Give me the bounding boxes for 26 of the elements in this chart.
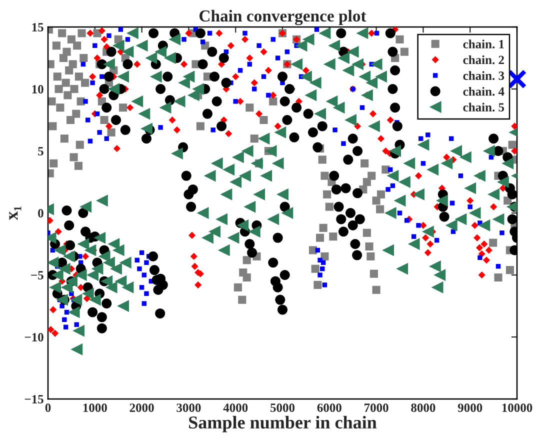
x-tick-label: 10000 [502, 404, 532, 412]
y-tick-label: 5 [38, 147, 44, 156]
legend-label: chain. 3 [463, 71, 504, 80]
y-tick-label: −10 [24, 333, 44, 342]
legend-label: chain. 1 [463, 40, 504, 48]
y-tick-label: 10 [32, 85, 44, 94]
x-tick-label: 9000 [458, 404, 482, 412]
x-tick-label: 7000 [364, 404, 388, 412]
x-tick-label: 5000 [270, 404, 295, 412]
x-tick-label: 6000 [317, 404, 342, 412]
chart-title: Chain convergence plot [200, 10, 366, 26]
x-tick-label: 2000 [130, 404, 154, 412]
x-tick-label: 3000 [176, 404, 201, 412]
y-tick-label: 15 [32, 23, 44, 32]
legend-label: chain. 5 [463, 102, 504, 112]
legend-label: chain. 4 [463, 86, 504, 96]
x-tick-label: 1000 [83, 404, 107, 412]
y-tick-label: −5 [31, 271, 44, 280]
x-axis-title: Sample number in chain [189, 416, 377, 432]
legend-label: chain. 2 [463, 55, 504, 64]
x-tick-label: 0 [45, 404, 51, 412]
x-tick-label: 8000 [411, 404, 436, 412]
y-axis-title: x₁ [9, 206, 22, 220]
y-tick-label: 0 [38, 209, 44, 218]
x-tick-label: 4000 [223, 404, 248, 412]
y-tick-label: −15 [24, 395, 44, 404]
